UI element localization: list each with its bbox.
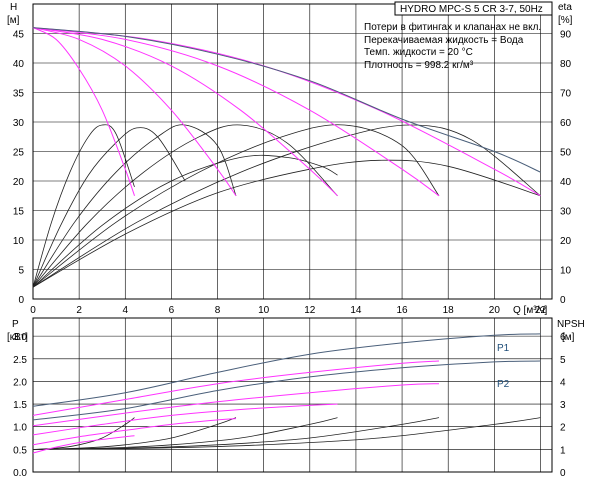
npsh-tick-label: 5 [560, 355, 566, 366]
eta-axis-label-line1: eta [558, 2, 572, 13]
note-liquid: Перекачиваемая жидкость = Вода [364, 35, 524, 46]
power-chart-ticks: 0.0 0.5 1.0 1.5 2.0 2.5 3.0 0 1 2 3 4 5 6 [13, 332, 566, 479]
eta-tick-label: 10 [560, 266, 572, 277]
h-tick-label: 15 [13, 207, 25, 218]
power-curve [32, 360, 440, 416]
x-tick-label: 8 [215, 305, 221, 316]
flow-axis-label: Q [м³/ч] [513, 305, 548, 316]
eta-tick-label: 60 [560, 118, 572, 129]
efficiency-curve [32, 124, 237, 288]
x-tick-label: 22 [535, 305, 547, 316]
x-tick-label: 10 [258, 305, 270, 316]
npsh-curve [32, 417, 541, 450]
power-chart-grid [32, 317, 553, 473]
x-tick-label: 18 [443, 305, 455, 316]
efficiency-curve [32, 124, 338, 288]
eta-tick-label: 80 [560, 59, 572, 70]
h-tick-label: 10 [13, 236, 25, 247]
eta-axis-label-line2: [%] [558, 15, 573, 26]
power-curve [32, 435, 135, 454]
x-tick-label: 4 [122, 305, 128, 316]
p-tick-label: 2.5 [13, 355, 27, 366]
h-tick-label: 5 [18, 266, 24, 277]
head-chart-curves [32, 27, 541, 288]
head-curve [32, 27, 338, 197]
npsh-tick-label: 4 [560, 377, 566, 388]
h-tick-label: 35 [13, 89, 25, 100]
x-tick-label: 2 [76, 305, 82, 316]
note-density: Плотность = 998.2 кг/м³ [364, 60, 474, 71]
efficiency-curve [32, 154, 338, 288]
efficiency-curve [32, 124, 135, 288]
npsh-curve [32, 417, 237, 450]
note-fittings: Потери в фитингах и клапанах не вкл. [364, 21, 541, 33]
eta-tick-label: 90 [560, 30, 572, 41]
series-label-p2: P2 [497, 379, 510, 390]
eta-tick-label: 40 [560, 177, 572, 188]
npsh-tick-label: 1 [560, 445, 566, 456]
npsh-tick-label: 0 [560, 468, 566, 479]
power-axis-label-line2: [кВт] [7, 332, 28, 343]
series-line-p2 [32, 360, 541, 421]
efficiency-curve [32, 159, 541, 288]
head-axis-label-line2: [м] [7, 15, 20, 26]
eta-tick-label: 20 [560, 236, 572, 247]
npsh-axis-label-line1: NPSH [557, 319, 585, 330]
h-tick-label: 40 [13, 59, 25, 70]
eta-tick-label: 0 [560, 295, 566, 306]
npsh-curve [32, 417, 135, 450]
power-axis-label-line1: P [12, 319, 19, 330]
head-axis-label-line1: H [10, 2, 17, 13]
npsh-axis-label-line2: [м] [562, 332, 575, 343]
x-tick-label: 12 [304, 305, 316, 316]
x-tick-label: 20 [489, 305, 501, 316]
x-tick-label: 14 [350, 305, 362, 316]
npsh-tick-label: 6 [560, 332, 566, 343]
p-tick-label: 2.0 [13, 377, 27, 388]
max-head-curve [32, 27, 541, 173]
head-chart-ticks: 0 2 4 6 8 10 12 14 16 18 20 22 0 5 10 15 20 25 30 35 40 45 0 10… [13, 30, 572, 317]
h-tick-label: 25 [13, 148, 25, 159]
head-curve [32, 27, 135, 196]
p-tick-label: 1.5 [13, 400, 27, 411]
eta-tick-label: 50 [560, 148, 572, 159]
h-tick-label: 20 [13, 177, 25, 188]
chart-title: HYDRO MPC-S 5 CR 3-7, 50Hz [400, 4, 543, 15]
x-tick-label: 6 [169, 305, 175, 316]
npsh-tick-label: 2 [560, 423, 566, 434]
efficiency-curve [32, 124, 440, 288]
title-box [394, 1, 553, 16]
p-tick-label: 0.5 [13, 445, 27, 456]
npsh-tick-label: 3 [560, 400, 566, 411]
head-curve [32, 27, 237, 197]
p-tick-label: 0.0 [13, 468, 27, 479]
eta-tick-label: 70 [560, 89, 572, 100]
power-curve [32, 383, 440, 427]
eta-tick-label: 30 [560, 207, 572, 218]
head-chart-grid [32, 3, 553, 300]
efficiency-curve [32, 124, 541, 288]
h-tick-label: 45 [13, 30, 25, 41]
power-chart-curves [32, 333, 541, 454]
npsh-curve [32, 417, 440, 450]
x-tick-label: 0 [30, 305, 36, 316]
p-tick-label: 1.0 [13, 423, 27, 434]
power-plot-frame [32, 317, 553, 473]
h-tick-label: 0 [18, 295, 24, 306]
note-temperature: Темп. жидкости = 20 °C [364, 47, 473, 58]
p-tick-label: 3.0 [13, 332, 27, 343]
h-tick-label: 30 [13, 118, 25, 129]
power-curve [32, 403, 338, 436]
series-line-p1 [32, 333, 541, 407]
x-tick-label: 16 [397, 305, 409, 316]
head-curve [32, 27, 440, 197]
series-label-p1: P1 [497, 343, 510, 354]
power-curve [32, 418, 237, 446]
